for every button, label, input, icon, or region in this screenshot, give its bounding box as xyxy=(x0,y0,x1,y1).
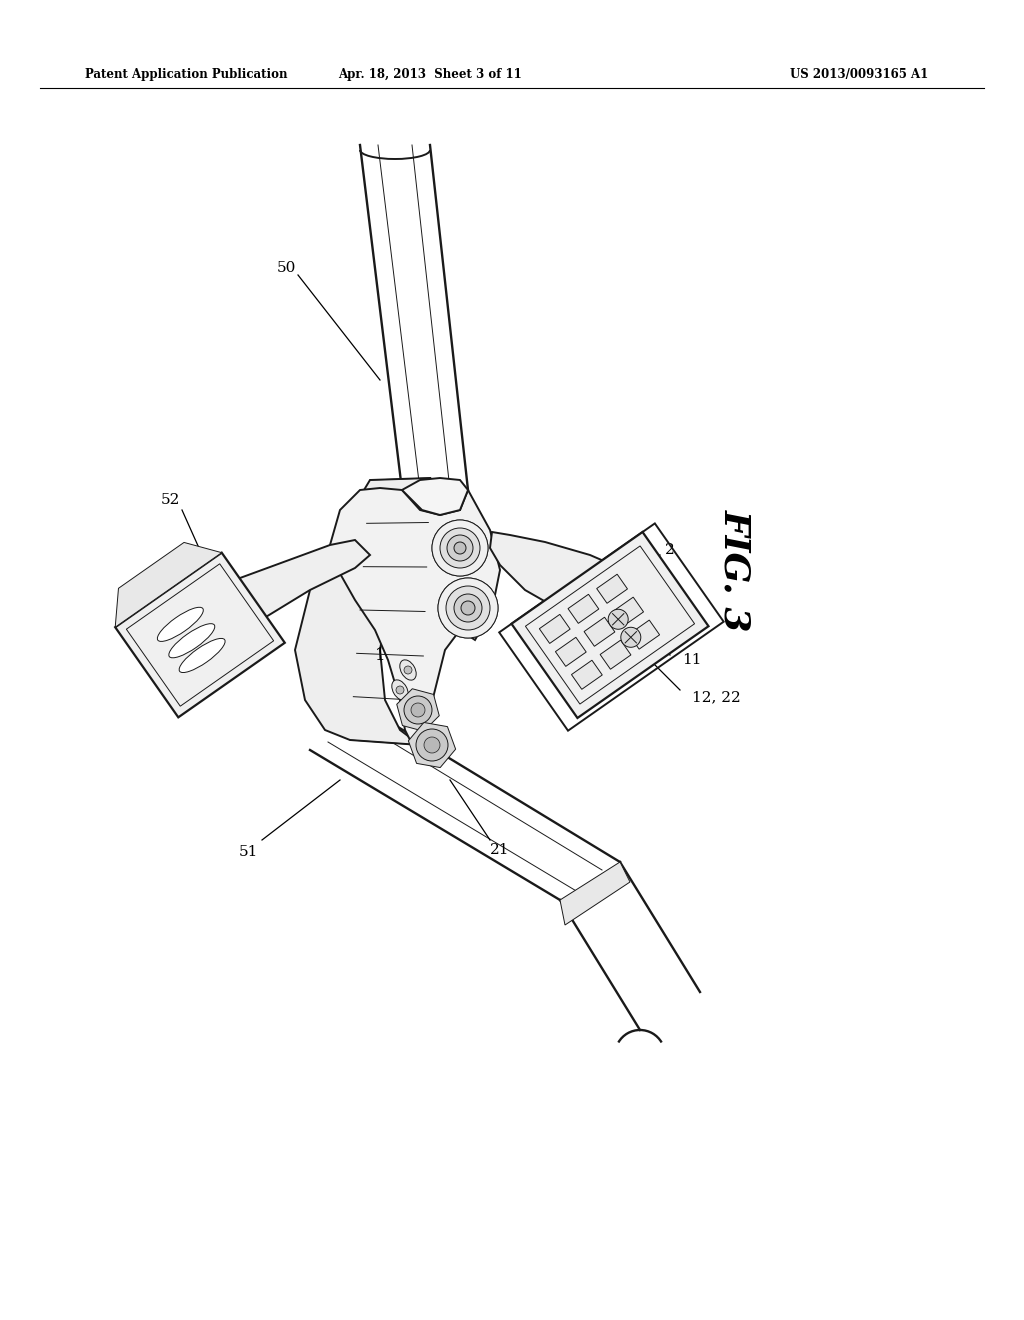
Text: 2: 2 xyxy=(666,543,675,557)
Circle shape xyxy=(440,528,480,568)
Polygon shape xyxy=(540,614,570,643)
Text: 1: 1 xyxy=(375,647,385,664)
Circle shape xyxy=(454,594,482,622)
Polygon shape xyxy=(145,540,370,671)
Circle shape xyxy=(461,601,475,615)
Text: Patent Application Publication: Patent Application Publication xyxy=(85,69,288,81)
Polygon shape xyxy=(511,532,709,718)
Polygon shape xyxy=(116,543,222,627)
Circle shape xyxy=(446,586,490,630)
Text: 51: 51 xyxy=(239,845,258,859)
Polygon shape xyxy=(330,488,500,750)
Ellipse shape xyxy=(399,660,416,680)
Text: 12, 22: 12, 22 xyxy=(692,690,740,704)
Polygon shape xyxy=(409,722,456,767)
Text: 52: 52 xyxy=(161,492,179,507)
Polygon shape xyxy=(568,594,599,623)
Polygon shape xyxy=(116,553,285,717)
Ellipse shape xyxy=(179,639,225,673)
Circle shape xyxy=(461,601,475,615)
Polygon shape xyxy=(629,620,659,649)
Circle shape xyxy=(446,586,490,630)
Text: 21: 21 xyxy=(490,843,510,857)
Circle shape xyxy=(621,627,641,647)
Polygon shape xyxy=(612,597,643,626)
Polygon shape xyxy=(560,862,630,925)
Polygon shape xyxy=(295,478,430,744)
Polygon shape xyxy=(490,532,645,620)
Text: 11: 11 xyxy=(682,653,701,667)
Circle shape xyxy=(454,543,466,554)
Circle shape xyxy=(416,729,449,762)
Polygon shape xyxy=(597,574,628,603)
Circle shape xyxy=(447,535,473,561)
Polygon shape xyxy=(555,638,586,667)
Circle shape xyxy=(404,696,432,723)
Circle shape xyxy=(411,704,425,717)
Circle shape xyxy=(424,737,440,752)
Polygon shape xyxy=(600,640,631,669)
Polygon shape xyxy=(584,618,614,647)
Text: US 2013/0093165 A1: US 2013/0093165 A1 xyxy=(790,69,928,81)
Circle shape xyxy=(438,578,498,638)
Circle shape xyxy=(404,667,412,675)
Circle shape xyxy=(454,594,482,622)
Circle shape xyxy=(454,543,466,554)
Circle shape xyxy=(432,520,488,576)
Circle shape xyxy=(608,610,628,630)
Circle shape xyxy=(440,528,480,568)
Polygon shape xyxy=(402,478,468,515)
Ellipse shape xyxy=(158,607,204,642)
Circle shape xyxy=(447,535,473,561)
Circle shape xyxy=(438,578,498,638)
Ellipse shape xyxy=(392,680,409,700)
Polygon shape xyxy=(396,689,439,731)
Text: FIG. 3: FIG. 3 xyxy=(718,508,752,631)
Text: 50: 50 xyxy=(276,261,296,275)
Text: Apr. 18, 2013  Sheet 3 of 11: Apr. 18, 2013 Sheet 3 of 11 xyxy=(338,69,522,81)
Circle shape xyxy=(396,686,404,694)
Circle shape xyxy=(432,520,488,576)
Polygon shape xyxy=(571,660,602,689)
Ellipse shape xyxy=(169,623,215,657)
